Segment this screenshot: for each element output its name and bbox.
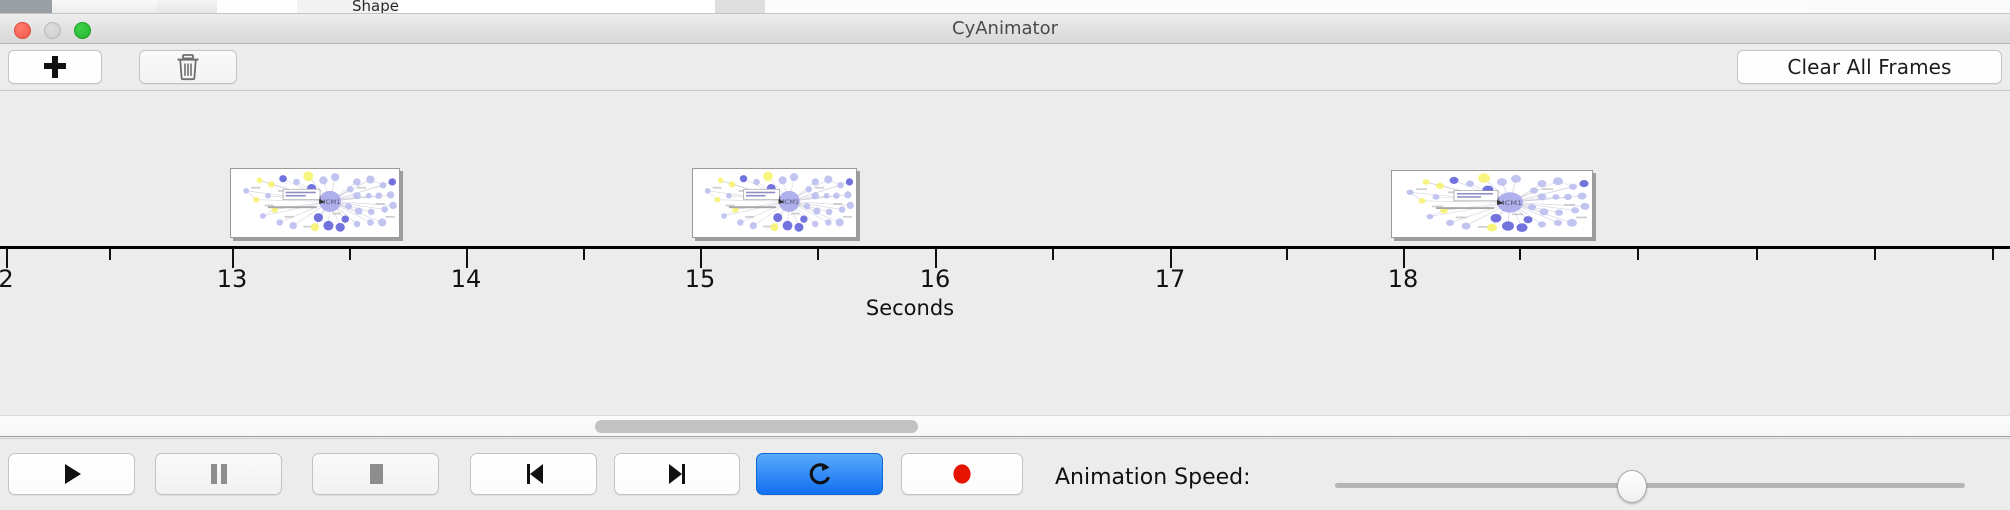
skip-start-icon bbox=[526, 464, 543, 484]
timeline-ruler bbox=[0, 246, 2010, 249]
transport-bar: Animation Speed: bbox=[0, 438, 2010, 510]
background-window-segment bbox=[765, 0, 1806, 14]
timeline-tick-minor bbox=[583, 249, 585, 260]
timeline-tick-minor bbox=[1519, 249, 1521, 260]
timeline-tick-label: 14 bbox=[450, 265, 482, 293]
timeline-tick-major bbox=[1403, 249, 1405, 268]
timeline-tick-minor bbox=[349, 249, 351, 260]
timeline-tick-minor bbox=[817, 249, 819, 260]
network-graph: MCM1 bbox=[1392, 171, 1592, 237]
timeline-tick-minor bbox=[1874, 249, 1876, 260]
add-frame-button[interactable] bbox=[8, 50, 102, 84]
background-window-divider bbox=[0, 13, 2010, 14]
background-window-sidebar bbox=[0, 0, 52, 14]
background-window-segment bbox=[157, 0, 218, 14]
window-title: CyAnimator bbox=[952, 18, 1058, 39]
loop-icon bbox=[809, 463, 830, 485]
skip-end-icon bbox=[669, 464, 685, 484]
timeline-tick-major bbox=[466, 249, 468, 268]
frame-thumbnail-3[interactable]: MCM1 bbox=[1391, 170, 1593, 238]
background-window-partial-label: Shape bbox=[352, 0, 399, 14]
minimize-icon[interactable] bbox=[44, 22, 61, 39]
timeline-tick-major bbox=[1170, 249, 1172, 268]
play-icon bbox=[64, 464, 81, 484]
frame-thumbnail-2[interactable]: MCM1 bbox=[692, 168, 857, 238]
trash-icon bbox=[177, 54, 199, 81]
timeline-tick-label: 2 bbox=[0, 265, 14, 293]
animation-speed-slider[interactable] bbox=[1335, 483, 1965, 488]
timeline-tick-label: 16 bbox=[919, 265, 951, 293]
timeline-tick-major bbox=[6, 249, 8, 268]
record-button[interactable] bbox=[901, 453, 1023, 495]
svg-text:MCM1: MCM1 bbox=[779, 198, 799, 206]
timeline-scrollbar[interactable] bbox=[0, 415, 2010, 437]
network-graph: MCM1 bbox=[693, 169, 856, 237]
background-window-segment bbox=[397, 0, 688, 14]
skip-to-start-button[interactable] bbox=[470, 453, 597, 495]
timeline-tick-minor bbox=[1637, 249, 1639, 260]
record-icon bbox=[953, 464, 971, 484]
maximize-icon[interactable] bbox=[74, 22, 91, 39]
close-icon[interactable] bbox=[14, 22, 31, 39]
plus-icon bbox=[43, 55, 67, 79]
title-bar: CyAnimator bbox=[0, 14, 2010, 44]
loop-button[interactable] bbox=[756, 453, 883, 495]
skip-to-end-button[interactable] bbox=[614, 453, 740, 495]
background-window-segment bbox=[1805, 0, 2010, 14]
animation-speed-label: Animation Speed: bbox=[1055, 465, 1251, 490]
timeline-tick-major bbox=[700, 249, 702, 268]
svg-text:MCM1: MCM1 bbox=[1498, 199, 1522, 207]
timeline-panel[interactable]: MCM1 MCM1 MCM1 2 13 14 15 16 17 18 bbox=[0, 91, 2010, 415]
background-window-strip: Shape bbox=[0, 0, 2010, 14]
timeline-tick-minor bbox=[109, 249, 111, 260]
svg-text:MCM1: MCM1 bbox=[320, 198, 341, 206]
stop-icon bbox=[369, 464, 383, 484]
toolbar: Clear All Frames bbox=[0, 44, 2010, 91]
timeline-scrollbar-thumb[interactable] bbox=[595, 420, 918, 433]
timeline-tick-label: 17 bbox=[1154, 265, 1186, 293]
stop-button[interactable] bbox=[312, 453, 439, 495]
timeline-tick-major bbox=[232, 249, 234, 268]
animation-speed-slider-knob[interactable] bbox=[1617, 470, 1648, 503]
pause-button[interactable] bbox=[155, 453, 282, 495]
network-graph: MCM1 bbox=[231, 169, 399, 237]
timeline-tick-label: 13 bbox=[216, 265, 248, 293]
axis-title: Seconds bbox=[865, 296, 955, 320]
pause-icon bbox=[210, 464, 227, 484]
timeline-tick-minor bbox=[1992, 249, 1994, 260]
timeline-tick-minor bbox=[1286, 249, 1288, 260]
background-window-segment bbox=[715, 0, 766, 14]
timeline-tick-label: 18 bbox=[1387, 265, 1419, 293]
timeline-tick-minor bbox=[1052, 249, 1054, 260]
background-window-segment bbox=[217, 0, 298, 14]
background-window-segment bbox=[687, 0, 715, 14]
background-window-segment bbox=[52, 0, 158, 14]
play-button[interactable] bbox=[8, 453, 135, 495]
timeline-tick-label: 15 bbox=[684, 265, 716, 293]
timeline-tick-minor bbox=[1756, 249, 1758, 260]
timeline-tick-major bbox=[935, 249, 937, 268]
frame-thumbnail-1[interactable]: MCM1 bbox=[230, 168, 400, 238]
clear-all-frames-button[interactable]: Clear All Frames bbox=[1737, 50, 2002, 84]
delete-frame-button[interactable] bbox=[139, 50, 237, 84]
clear-all-frames-label: Clear All Frames bbox=[1787, 55, 1952, 79]
